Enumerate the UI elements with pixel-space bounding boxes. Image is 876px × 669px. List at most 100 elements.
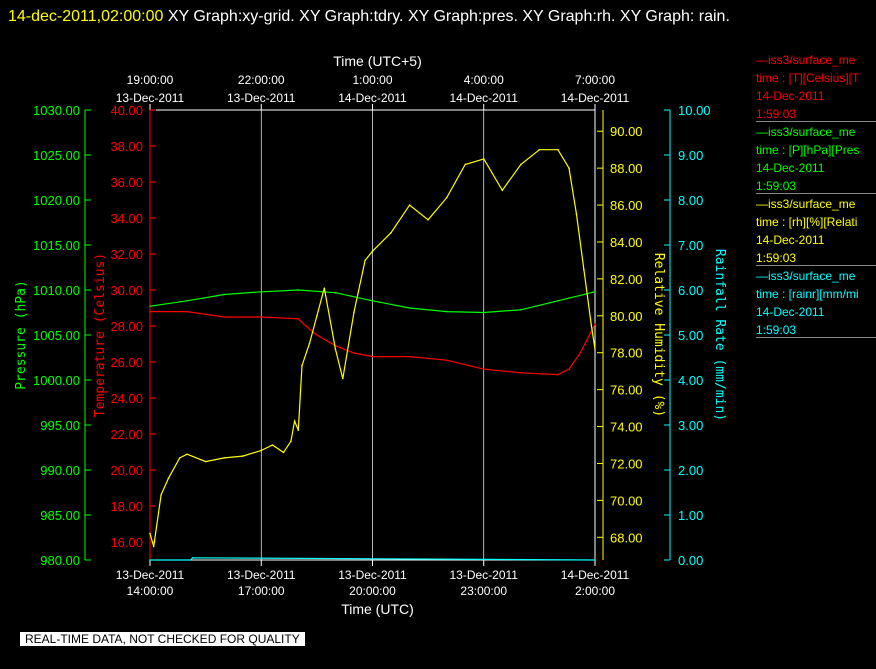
humidity-tick-label: 78.00 — [610, 346, 643, 361]
data-point-humidity — [334, 348, 337, 350]
temperature-axis-title: Temperature (Celsius) — [93, 253, 108, 417]
data-point-humidity — [594, 348, 596, 350]
rain-axis-title: Rainfall Rate (mm/min) — [712, 249, 727, 421]
temperature-tick-label: 38.00 — [110, 139, 143, 154]
data-point-pressure — [594, 291, 596, 293]
data-point-humidity — [297, 429, 300, 432]
legend-entry-rain: —iss3/surface_me time : [rainr][mm/mi 14… — [756, 267, 876, 338]
data-point-humidity — [301, 364, 303, 367]
x-tick-label-time: 17:00:00 — [238, 584, 285, 598]
data-point-rain — [191, 556, 194, 559]
x-tick-label-top-date: 14-Dec-2011 — [561, 91, 630, 105]
data-point-temperature — [186, 310, 188, 313]
x-tick-label-date: 13-Dec-2011 — [227, 568, 296, 582]
temperature-tick-label: 26.00 — [110, 355, 143, 370]
data-point-humidity — [445, 196, 448, 199]
legend-date: 14-Dec-2011 — [756, 233, 825, 247]
data-point-humidity — [575, 213, 578, 216]
humidity-tick-label: 74.00 — [610, 420, 643, 435]
data-point-rain — [594, 559, 596, 561]
x-tick-label-top-time: 1:00:00 — [352, 73, 392, 87]
pressure-tick-label: 1005.00 — [33, 328, 80, 343]
x-tick-label-top-time: 19:00:00 — [127, 73, 174, 87]
data-series — [149, 148, 596, 561]
data-point-humidity — [408, 204, 411, 206]
legend-time: 1:59:03 — [756, 179, 797, 193]
x-tick-label-top-date: 13-Dec-2011 — [227, 91, 296, 105]
rain-tick-label: 1.00 — [678, 508, 703, 523]
data-point-humidity — [290, 440, 292, 443]
x-axis-label-bottom: Time (UTC) — [341, 601, 414, 617]
data-point-temperature — [304, 325, 307, 327]
x-tick-label-time: 20:00:00 — [349, 584, 396, 598]
data-point-humidity — [149, 532, 151, 535]
legend-date: 14-Dec-2011 — [756, 89, 825, 103]
data-point-humidity — [260, 449, 263, 452]
legend-variable: time : [rh][%][Relati — [756, 215, 858, 229]
x-tick-label-date: 14-Dec-2011 — [561, 568, 630, 582]
data-point-temperature — [520, 372, 522, 374]
rain-tick-label: 3.00 — [678, 418, 703, 433]
data-point-humidity — [271, 444, 274, 446]
legend-time: 1:59:03 — [756, 251, 797, 265]
data-point-humidity — [178, 457, 181, 459]
temperature-tick-label: 32.00 — [110, 247, 143, 262]
data-point-pressure — [445, 310, 448, 313]
data-point-humidity — [204, 460, 207, 463]
data-point-humidity — [353, 311, 355, 313]
header-titles: XY Graph:xy-grid. XY Graph:tdry. XY Grap… — [167, 8, 730, 25]
graph-header: 14-dec-2011,02:00:00 XY Graph:xy-grid. X… — [8, 3, 858, 30]
legend-source: iss3/surface_me — [768, 53, 856, 67]
data-point-pressure — [371, 300, 374, 302]
data-point-humidity — [568, 167, 570, 169]
quality-warning-label: REAL-TIME DATA, NOT CHECKED FOR QUALITY — [20, 632, 305, 646]
data-point-temperature — [297, 318, 300, 320]
axes: 13-Dec-2011 14:00:00 13-Dec-2011 17:00:00 13… — [14, 53, 727, 617]
data-point-pressure — [408, 307, 411, 309]
data-point-humidity — [371, 250, 374, 253]
temperature-tick-label: 24.00 — [110, 391, 143, 406]
legend-date: 14-Dec-2011 — [756, 161, 825, 175]
data-point-pressure — [297, 289, 300, 291]
data-point-humidity — [427, 219, 429, 221]
data-point-pressure — [149, 305, 151, 308]
data-point-pressure — [520, 309, 522, 311]
data-point-humidity — [501, 189, 504, 192]
data-point-humidity — [390, 231, 392, 234]
pressure-tick-label: 980.00 — [40, 553, 80, 568]
data-point-temperature — [568, 368, 570, 371]
pressure-tick-label: 995.00 — [40, 418, 80, 433]
data-point-humidity — [167, 477, 170, 480]
data-point-rain — [189, 559, 192, 561]
legend-entry-pressure: —iss3/surface_me time : [P][hPa][Pres 14… — [756, 123, 876, 194]
x-tick-label-top-date: 13-Dec-2011 — [116, 91, 185, 105]
legend-variable: time : [P][hPa][Pres — [756, 143, 860, 157]
data-point-humidity — [223, 457, 225, 459]
legend-source: iss3/surface_me — [768, 125, 856, 139]
x-tick-label-top-time: 22:00:00 — [238, 73, 285, 87]
rain-tick-label: 4.00 — [678, 373, 703, 388]
data-point-temperature — [223, 316, 225, 318]
pressure-tick-label: 1000.00 — [33, 373, 80, 388]
data-point-humidity — [323, 287, 326, 289]
data-point-humidity — [160, 494, 162, 496]
data-point-humidity — [186, 453, 188, 456]
series-line-rain — [150, 557, 596, 561]
temperature-tick-label: 22.00 — [110, 427, 143, 442]
data-point-humidity — [241, 455, 244, 457]
data-point-temperature — [445, 359, 448, 362]
pressure-axis-title: Pressure (hPa) — [14, 280, 29, 390]
data-point-humidity — [482, 158, 485, 160]
pressure-tick-label: 1030.00 — [33, 103, 80, 118]
data-point-pressure — [186, 300, 188, 302]
temperature-tick-label: 28.00 — [110, 319, 143, 334]
x-tick-label-time: 14:00:00 — [127, 584, 174, 598]
x-tick-label-top-date: 14-Dec-2011 — [450, 91, 519, 105]
rain-tick-label: 5.00 — [678, 328, 703, 343]
humidity-tick-label: 70.00 — [610, 493, 643, 508]
legend-source: iss3/surface_me — [768, 197, 856, 211]
data-point-temperature — [353, 352, 355, 354]
humidity-axis-title: Relative Humidity (%) — [651, 253, 666, 417]
data-point-humidity — [316, 315, 318, 317]
